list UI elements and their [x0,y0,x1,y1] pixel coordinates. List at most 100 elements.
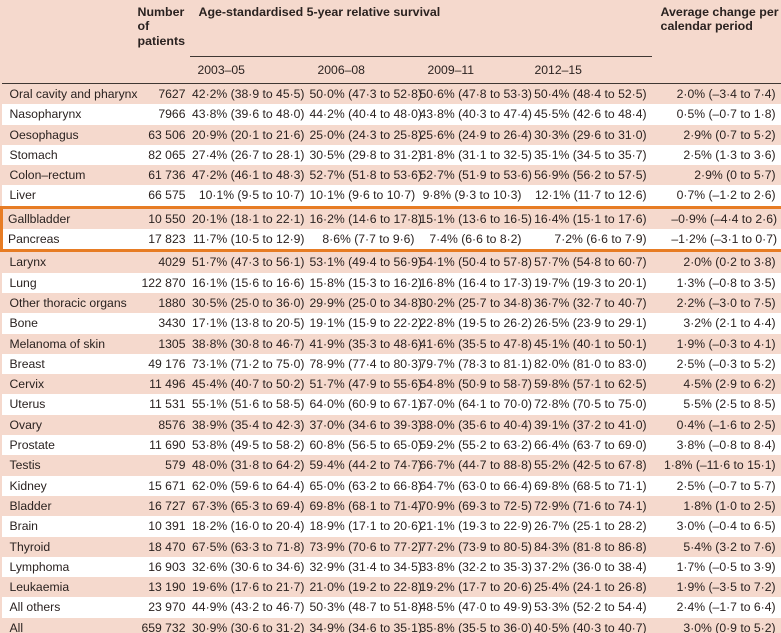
survival-cell: 45·5% (42·6 to 48·4) [534,107,647,122]
survival-cell: 15·8% (15·3 to 16·2) [309,275,422,290]
table-body: Oral cavity and pharynx 7627 42·2% (38·9 t… [0,83,781,633]
site-cell: Kidney [9,478,47,493]
site-cell: Thyroid [9,539,51,554]
patients-cell: 15 671 [148,478,186,493]
survival-cell: 53·1% (49·4 to 56·9) [309,255,422,270]
change-cell: 2·0% (–3·4 to 7·4) [676,87,776,101]
survival-cell: 65·0% (63·2 to 66·8) [309,478,422,493]
patients-cell: 122 870 [141,275,186,290]
patients-cell: 16 903 [148,559,186,574]
survival-cell: 16·4% (15·1 to 17·6) [526,205,652,230]
survival-cell: 67·5% (63·3 to 71·8) [192,539,305,554]
survival-cell: 21·1% (19·3 to 22·9) [419,519,532,534]
patients-cell: 11 690 [149,438,186,453]
site-cell: Lung [9,275,37,290]
survival-cell: 20·9% (20·1 to 21·6) [192,127,305,142]
survival-cell: 29·9% (25·0 to 34·8) [309,295,422,310]
survival-cell: 69·8% (68·1 to 71·4) [309,498,422,513]
survival-cell: 30·5% (29·8 to 31·2) [309,147,422,162]
table-row: Lymphoma 16 903 32·6% (30·6 to 34·6) 32·9% … [1,556,781,578]
period-header-2009-11: 2009–11 [419,56,527,84]
table-row: Nasopharynx 7966 43·8% (39·6 to 48·0) 44·2%… [1,104,781,125]
survival-cell: 50·0% (47·3 to 52·8) [309,87,422,101]
patients-cell: 4029 [158,255,186,270]
table-row: Oral cavity and pharynx 7627 42·2% (38·9 t… [1,83,781,105]
survival-cell: 19·7% (19·3 to 20·1) [534,275,647,290]
table-row: Larynx 4029 51·7% (47·3 to 56·1) 53·1% (49·… [1,250,781,273]
survival-cell: 16·8% (16·4 to 17·3) [419,275,532,290]
patients-cell: 23 970 [148,600,186,615]
survival-cell: 53·3% (52·2 to 54·4) [534,600,647,615]
survival-cell: 55·1% (51·6 to 58·5) [192,397,305,412]
survival-cell: 32·6% (30·6 to 34·6) [192,559,305,574]
site-cell: Brain [9,519,38,534]
patients-cell: 82 065 [148,147,186,162]
survival-cell: 73·9% (70·6 to 77·2) [309,539,422,554]
change-cell: 3·2% (2·1 to 4·4) [683,316,776,331]
survival-cell: 72·8% (70·5 to 75·0) [534,397,647,412]
survival-cell: 55·2% (42·5 to 67·8) [534,458,647,473]
survival-cell: 50·6% (47·8 to 53·3) [419,87,532,101]
survival-cell: 38·8% (30·8 to 46·7) [192,336,305,351]
change-column-header: Average change per calendar period [651,0,781,57]
survival-cell: 8·6% (7·7 to 9·6) [309,229,420,253]
change-cell: 2·9% (0 to 5·7) [694,168,776,183]
patients-cell: 10 391 [148,519,186,534]
table-row: Colon–rectum 61 736 47·2% (46·1 to 48·3) 52… [1,165,781,186]
survival-cell: 59·4% (44·2 to 74·7) [309,458,422,473]
site-cell: Gallbladder [0,205,132,230]
survival-cell: 50·3% (48·7 to 51·8) [309,600,422,615]
site-cell: Larynx [9,255,47,270]
table-row: All others 23 970 44·9% (43·2 to 46·7) 50·3… [1,597,781,618]
survival-cell: 21·0% (19·2 to 22·8) [309,580,422,595]
site-cell: Leukaemia [9,580,70,595]
patients-cell: 49 176 [148,356,186,371]
change-cell: 3·0% (–0·4 to 6·5) [676,519,776,534]
survival-cell: 56·9% (56·2 to 57·5) [534,168,647,183]
patients-cell: 8576 [158,417,186,432]
change-cell: 2·2% (–3·0 to 7·5) [676,295,776,310]
period-header-2003-05: 2003–05 [189,56,310,84]
patients-cell: 7966 [158,107,186,122]
patients-cell: 16 727 [148,498,186,513]
survival-cell: 31·8% (31·1 to 32·5) [419,147,532,162]
survival-cell: 48·5% (47·0 to 49·9) [419,600,532,615]
survival-cell: 43·8% (40·3 to 47·4) [419,107,532,122]
survival-cell: 30·3% (29·6 to 31·0) [534,127,647,142]
change-cell: 1·9% (–3·5 to 7·2) [676,580,776,595]
survival-cell: 48·0% (31·8 to 64·2) [192,458,305,473]
survival-cell: 32·9% (31·4 to 34·5) [309,559,422,574]
survival-cell: 35·1% (34·5 to 35·7) [534,147,647,162]
survival-cell: 59·2% (55·2 to 63·2) [419,438,532,453]
patients-cell: 18 470 [148,539,186,554]
survival-cell: 78·9% (77·4 to 80·3) [309,356,422,371]
patients-cell: 13 190 [148,580,186,595]
change-cell: 0·5% (–0·7 to 1·8) [676,107,776,122]
change-cell: 1·3% (–0·8 to 3·5) [676,275,776,290]
site-cell: Melanoma of skin [9,336,106,351]
change-cell: 2·5% (–0·7 to 5·7) [676,478,776,493]
site-cell: Bladder [9,498,52,513]
empty-header-cell [131,56,190,84]
survival-cell: 15·1% (13·6 to 16·5) [419,205,532,230]
change-cell: 5·5% (2·5 to 8·5) [683,397,776,412]
site-cell: Prostate [9,438,55,453]
patients-cell: 10 550 [131,205,190,230]
site-cell: Pancreas [0,229,132,253]
survival-cell: 27·4% (26·7 to 28·1) [192,147,305,162]
site-cell: Oral cavity and pharynx [9,87,138,101]
survival-cell: 10·1% (9·6 to 10·7) [309,188,416,203]
table-row: Other thoracic organs 1880 30·5% (25·0 to … [1,292,781,314]
survival-cell: 41·6% (35·5 to 47·8) [419,336,532,351]
survival-cell: 50·4% (48·4 to 52·5) [534,87,647,101]
patients-cell: 1305 [158,336,186,351]
survival-cell: 38·9% (35·4 to 42·3) [192,417,305,432]
survival-cell: 10·1% (9·5 to 10·7) [198,188,305,203]
survival-cell: 72·9% (71·6 to 74·1) [534,498,647,513]
survival-cell: 54·1% (50·4 to 57·8) [419,255,532,270]
change-cell: 1·8% (1·0 to 2·5) [683,498,776,513]
change-cell: –0·9% (–4·4 to 2·6) [651,205,781,230]
survival-cell: 64·0% (60·9 to 67·1) [309,397,422,412]
patients-cell: 659 732 [141,620,186,633]
